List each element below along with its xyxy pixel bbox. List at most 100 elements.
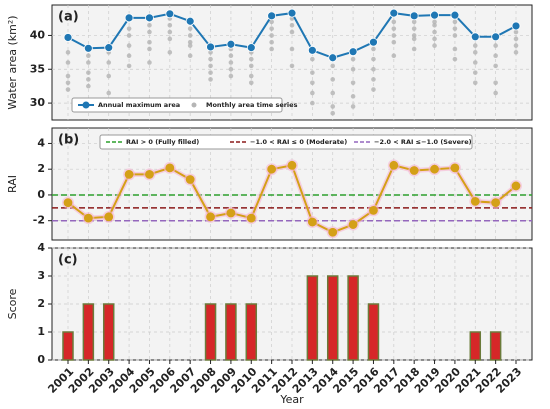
data-point	[185, 175, 195, 184]
scatter-point	[167, 36, 173, 42]
data-point	[491, 198, 501, 208]
scatter-point	[310, 80, 315, 86]
scatter-point	[126, 63, 132, 69]
scatter-point	[289, 29, 295, 35]
bar	[204, 303, 217, 361]
data-point	[430, 10, 439, 20]
scatter-point	[330, 77, 336, 82]
scatter-point	[289, 16, 295, 21]
data-point	[246, 213, 256, 223]
scatter-point	[65, 73, 71, 79]
scatter-point	[432, 29, 437, 35]
scatter-point	[187, 33, 193, 38]
scatter-point	[147, 29, 152, 35]
data-point	[369, 205, 378, 215]
scatter-point	[65, 80, 71, 86]
x-axis-label: Year	[279, 393, 304, 406]
scatter-point	[371, 87, 376, 92]
data-point	[348, 47, 358, 57]
scatter-point	[350, 80, 356, 86]
scatter-point	[411, 26, 417, 31]
data-point	[83, 43, 93, 53]
scatter-point	[147, 22, 152, 28]
y-axis-label: Water area (km²)	[6, 15, 19, 109]
y-tick-label: 1	[37, 325, 45, 338]
scatter-point	[106, 73, 112, 79]
data-point	[409, 11, 419, 21]
scatter-point	[391, 53, 397, 59]
data-point	[226, 208, 236, 218]
data-point	[145, 13, 154, 23]
scatter-point	[147, 46, 152, 52]
scatter-point	[391, 33, 397, 38]
scatter-point	[472, 50, 478, 55]
scatter-point	[167, 50, 173, 55]
y-tick-label: 30	[30, 96, 46, 109]
scatter-point	[228, 73, 234, 79]
panel-label: (b)	[58, 133, 79, 148]
data-point	[307, 45, 317, 55]
panel-label: (a)	[58, 10, 79, 25]
scatter-point	[472, 80, 478, 86]
data-point	[307, 217, 317, 227]
scatter-point	[187, 39, 193, 45]
data-point	[83, 213, 93, 223]
scatter-point	[310, 56, 315, 62]
scatter-point	[432, 19, 437, 25]
scatter-point	[269, 26, 274, 31]
scatter-point	[106, 60, 112, 65]
data-point	[63, 198, 73, 208]
scatter-point	[493, 63, 498, 69]
scatter-point	[126, 53, 132, 59]
scatter-point	[310, 100, 315, 106]
scatter-point	[269, 39, 274, 45]
bar	[225, 303, 237, 361]
scatter-point	[65, 87, 71, 92]
scatter-point	[187, 43, 193, 48]
data-point	[104, 43, 114, 53]
data-point	[450, 10, 460, 20]
scatter-point	[330, 63, 336, 69]
data-point	[246, 43, 256, 53]
bar	[306, 275, 319, 361]
y-tick-label: 0	[37, 353, 45, 366]
y-tick-label: 3	[37, 269, 45, 282]
scatter-point	[371, 46, 376, 52]
scatter-point	[432, 43, 437, 48]
scatter-point	[391, 19, 397, 25]
scatter-point	[126, 26, 132, 31]
scatter-point	[411, 46, 417, 52]
scatter-point	[411, 33, 417, 38]
scatter-point	[371, 66, 376, 72]
scatter-point	[472, 43, 478, 48]
data-point	[124, 13, 134, 23]
bar	[62, 331, 74, 361]
data-point	[511, 21, 521, 31]
legend-label: Annual maximum area	[98, 101, 180, 109]
bar	[367, 303, 380, 361]
scatter-point	[248, 56, 254, 62]
scatter-point	[86, 53, 91, 59]
legend-box	[99, 134, 473, 150]
scatter-point	[472, 70, 478, 75]
scatter-point	[269, 19, 274, 25]
legend-label: −1.0 < RAI ≤ 0 (Moderate)	[250, 138, 347, 146]
bar	[489, 331, 502, 361]
scatter-point	[167, 22, 173, 28]
scatter-point	[350, 104, 356, 109]
scatter-point	[493, 80, 498, 86]
data-point	[328, 227, 338, 237]
data-point	[389, 160, 399, 170]
scatter-point	[432, 22, 437, 28]
scatter-point	[147, 39, 152, 45]
scatter-point	[513, 43, 519, 48]
y-tick-label: 4	[37, 136, 45, 149]
data-point	[470, 32, 480, 42]
scatter-point	[452, 33, 458, 38]
scatter-point	[86, 70, 91, 75]
data-point	[389, 8, 399, 18]
y-axis-label: Score	[6, 288, 19, 319]
legend-marker	[191, 102, 197, 108]
